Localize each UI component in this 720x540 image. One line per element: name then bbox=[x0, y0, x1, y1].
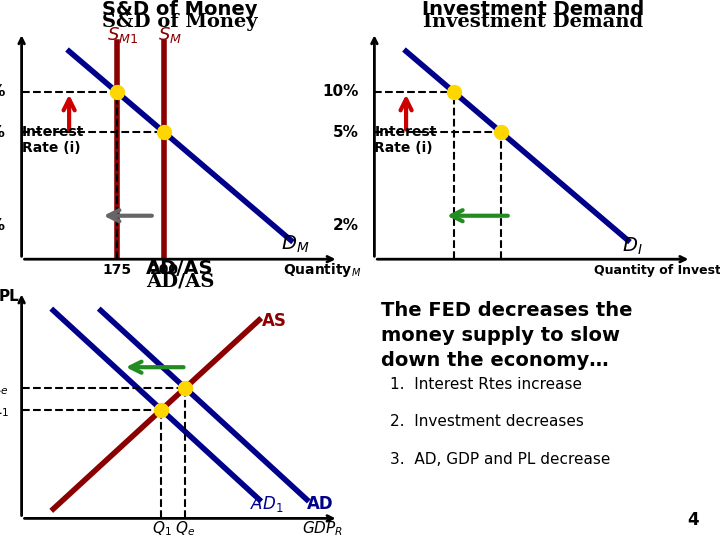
Text: $GDP_R$: $GDP_R$ bbox=[302, 519, 343, 538]
Text: $S_M$: $S_M$ bbox=[158, 25, 182, 45]
Text: 2%: 2% bbox=[0, 218, 6, 233]
Text: $PL_e$: $PL_e$ bbox=[0, 379, 9, 397]
Title: Investment Demand: Investment Demand bbox=[423, 13, 643, 31]
Text: 10%: 10% bbox=[0, 84, 6, 99]
Text: $D_I$: $D_I$ bbox=[621, 235, 642, 257]
Text: AD: AD bbox=[307, 495, 333, 513]
Text: 1.  Interest Rtes increase: 1. Interest Rtes increase bbox=[390, 377, 582, 392]
Text: 2%: 2% bbox=[333, 218, 359, 233]
Text: Quantity of Investment: Quantity of Investment bbox=[594, 264, 720, 278]
Text: 3.  AD, GDP and PL decrease: 3. AD, GDP and PL decrease bbox=[390, 453, 611, 467]
Text: 4: 4 bbox=[687, 511, 698, 529]
Text: $PL_1$: $PL_1$ bbox=[0, 400, 9, 419]
Text: Interest
Rate (i): Interest Rate (i) bbox=[374, 125, 437, 156]
Text: $Q_e$: $Q_e$ bbox=[175, 519, 195, 538]
Text: S&D of Money: S&D of Money bbox=[102, 0, 258, 19]
Text: Quantity$_M$: Quantity$_M$ bbox=[284, 261, 361, 279]
Text: PL: PL bbox=[0, 289, 19, 304]
Text: AS: AS bbox=[262, 312, 287, 329]
Text: 2.  Investment decreases: 2. Investment decreases bbox=[390, 415, 584, 429]
Title: AD/AS: AD/AS bbox=[146, 272, 214, 290]
Text: $D_M$: $D_M$ bbox=[282, 234, 310, 255]
Text: 5%: 5% bbox=[333, 125, 359, 140]
Text: AD/AS: AD/AS bbox=[146, 259, 214, 279]
Title: S&D of Money: S&D of Money bbox=[102, 13, 258, 31]
Text: Investment Demand: Investment Demand bbox=[422, 0, 644, 19]
Text: 175: 175 bbox=[102, 264, 131, 278]
Text: The FED decreases the
money supply to slow
down the economy…: The FED decreases the money supply to sl… bbox=[381, 301, 632, 370]
Text: $Q_1$: $Q_1$ bbox=[151, 519, 171, 538]
Text: Interest
Rate (i): Interest Rate (i) bbox=[22, 125, 84, 156]
Text: 5%: 5% bbox=[0, 125, 6, 140]
Text: 10%: 10% bbox=[322, 84, 359, 99]
Text: $AD_1$: $AD_1$ bbox=[250, 494, 283, 514]
Text: 200: 200 bbox=[150, 264, 179, 278]
Text: $S_{M1}$: $S_{M1}$ bbox=[107, 25, 138, 45]
